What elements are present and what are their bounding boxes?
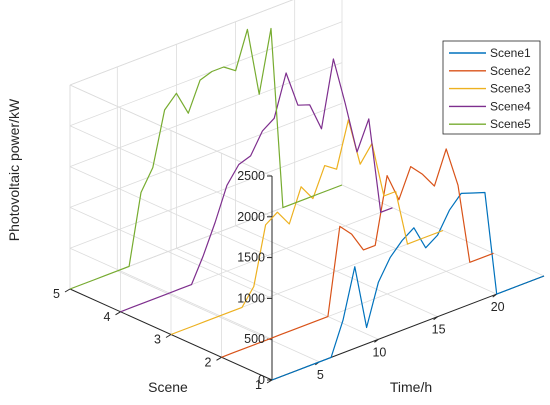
y-tick-label: 3 [154, 333, 161, 347]
series-lines [69, 27, 545, 381]
legend-label-scene4: Scene4 [490, 99, 531, 113]
z-tick-label: 1500 [237, 251, 265, 265]
y-tick-mark [115, 311, 121, 316]
x-tick-mark [492, 293, 498, 298]
grid-line-z-side [69, 247, 273, 340]
z-axis-label: Photovoltaic power/kW [6, 98, 22, 241]
y-tick-label: 2 [205, 355, 212, 369]
grid-line-z-back [69, 103, 343, 208]
legend-label-scene2: Scene2 [490, 64, 531, 78]
z-tick-label: 1000 [237, 291, 265, 305]
box-edge [69, 0, 294, 86]
y-tick-label: 5 [53, 287, 60, 301]
z-tick-label: 2000 [237, 210, 265, 224]
x-axis-label: Time/h [390, 379, 432, 395]
z-tick-label: 2500 [237, 169, 265, 183]
x-tick-mark [433, 316, 438, 321]
legend-box [442, 40, 541, 135]
grid-line-z-side [69, 125, 273, 218]
y-tick-label: 4 [104, 310, 111, 324]
tick-labels: 0 500 1000 1500 2000 2500 1 2 3 4 5 5 10 15 20 [53, 169, 505, 392]
legend: Scene1 Scene2 Scene3 Scene4 Scene5 [442, 40, 541, 135]
y-tick-mark [165, 334, 172, 338]
series-line-scene2 [221, 148, 494, 358]
y-axis-label: Scene [148, 379, 188, 395]
legend-label-scene1: Scene1 [490, 46, 531, 60]
grid-line-z-back [69, 62, 343, 167]
grid-line-z-back [69, 143, 343, 249]
grid-line-z-side [69, 207, 273, 299]
grid-line-z-back [69, 0, 294, 86]
legend-label-scene5: Scene5 [490, 117, 531, 131]
z-tick-label: 0 [258, 373, 265, 387]
grid-line-z-side [69, 166, 273, 258]
z-tick-label: 500 [244, 332, 265, 346]
y-tick-mark [266, 379, 273, 384]
series-line-scene4 [120, 58, 393, 313]
x-tick-label: 20 [491, 300, 505, 314]
series-line-scene3 [170, 119, 444, 336]
box-edge [69, 84, 273, 177]
y-tick-label: 1 [255, 378, 262, 392]
y-tick-mark [64, 288, 71, 293]
x-tick-mark [374, 338, 379, 343]
x-tick-label: 5 [317, 368, 324, 382]
grid-line-z-back [69, 21, 343, 127]
x-tick-label: 10 [372, 345, 386, 359]
series-line-scene5 [69, 27, 343, 290]
series-line-scene1 [271, 191, 545, 381]
legend-label-scene3: Scene3 [490, 82, 531, 96]
x-tick-label: 15 [432, 323, 446, 337]
y-tick-mark [216, 356, 222, 361]
